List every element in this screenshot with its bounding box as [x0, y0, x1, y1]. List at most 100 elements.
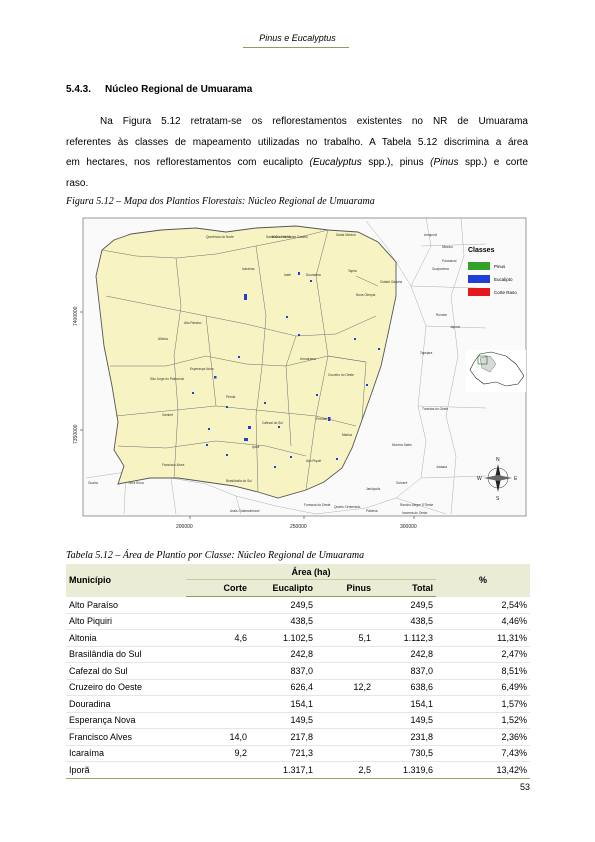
cell-eucalipto: 1.317,1 — [250, 761, 316, 779]
cell-total: 154,1 — [374, 695, 436, 713]
place-label: Mariluz — [342, 433, 353, 437]
place-label: Querência do Norte — [206, 235, 234, 239]
cell-percent: 4,46% — [436, 613, 530, 630]
cell-percent: 8,51% — [436, 662, 530, 680]
place-label: Icaraíma — [242, 267, 255, 271]
x-tick-label: 300000 — [400, 524, 417, 530]
cell-municipio: Alto Paraíso — [66, 596, 186, 614]
place-label: Cafezal do Sul — [262, 421, 283, 425]
place-label: Guaíra — [88, 481, 98, 485]
place-label: Francisco Alves — [162, 463, 185, 467]
cell-municipio: Alto Piquiri — [66, 613, 186, 630]
place-label: Japurá — [450, 325, 460, 329]
cell-pinus: 12,2 — [316, 679, 374, 696]
cell-pinus — [316, 695, 374, 713]
place-label: Maria Helena — [272, 235, 291, 239]
cell-eucalipto: 721,3 — [250, 745, 316, 762]
place-label: Amaporã — [424, 233, 437, 237]
header-municipio: Município — [66, 564, 186, 597]
paragraph-text: em hectares, nos reflorestamentos com eu… — [66, 157, 310, 168]
place-label: Cruzeiro do Oeste — [328, 373, 354, 377]
place-label: Rondon — [436, 313, 447, 317]
table-row: Alto Piquiri 438,5 438,5 4,46% — [66, 613, 530, 630]
paragraph-text: spp.) e corte — [458, 157, 528, 168]
cell-pinus: 5,1 — [316, 629, 374, 647]
legend-label: Eucalipto — [494, 277, 513, 282]
paragraph-line: raso. — [66, 177, 89, 189]
cell-municipio: Douradina — [66, 695, 186, 713]
cell-total: 638,6 — [374, 679, 436, 696]
place-label: Douradina — [306, 273, 321, 277]
legend-label: Pinus — [494, 264, 506, 269]
header-total: Total — [374, 579, 436, 597]
page-number: 53 — [519, 782, 530, 792]
compass-s: S — [496, 496, 500, 502]
north-arrow: N S E W — [477, 457, 518, 502]
header-percent: % — [436, 564, 530, 597]
cell-pinus — [316, 662, 374, 680]
place-label: Tuneiras do Oeste — [422, 407, 448, 411]
cell-corte — [186, 613, 250, 630]
cell-corte — [186, 761, 250, 779]
place-label: Altônia — [158, 337, 168, 341]
place-label: Guaporema — [432, 267, 449, 271]
cell-corte — [186, 679, 250, 696]
table-row: Cruzeiro do Oeste 626,4 12,2 638,6 6,49% — [66, 679, 530, 696]
municipal-boundaries — [101, 229, 379, 493]
cell-eucalipto: 149,5 — [250, 712, 316, 729]
cell-eucalipto: 154,1 — [250, 695, 316, 713]
header-rule — [243, 47, 349, 48]
cell-corte: 4,6 — [186, 629, 250, 647]
paragraph-line: referentes às classes de mapeamento util… — [66, 136, 528, 148]
cell-pinus — [316, 728, 374, 746]
place-label: Iporã — [252, 445, 259, 449]
cell-total: 149,5 — [374, 712, 436, 729]
cell-municipio: Iporã — [66, 761, 186, 779]
y-tick-label: 7400000 — [73, 306, 79, 326]
species-name: (Pinus — [430, 157, 459, 168]
cell-total: 1.319,6 — [374, 761, 436, 779]
cell-eucalipto: 438,5 — [250, 613, 316, 630]
axis-y-ticks: 7400000 7350000 — [73, 306, 83, 444]
cell-pinus — [316, 613, 374, 630]
place-label: Tapejara — [420, 351, 432, 355]
cell-corte — [186, 646, 250, 663]
cell-municipio: Esperança Nova — [66, 712, 186, 729]
place-label: Xambrê — [162, 413, 173, 417]
header-eucalipto: Eucalipto — [250, 579, 316, 597]
place-label: Tapira — [348, 269, 357, 273]
cell-pinus — [316, 596, 374, 614]
cell-total: 730,5 — [374, 745, 436, 762]
eucalipto-patches — [192, 272, 380, 468]
place-label: Perobal — [316, 417, 327, 421]
map-legend: Classes Pinus Eucalipto Corte Raso — [468, 247, 517, 296]
area-table: Município Área (ha) % Corte Eucalipto Pi… — [66, 564, 530, 779]
cell-corte — [186, 662, 250, 680]
place-label: Cidade Gaúcha — [380, 280, 402, 284]
map-place-labels: Guaíra Terra Roxa Altônia Iporã Francisc… — [88, 233, 460, 515]
cell-total: 231,8 — [374, 728, 436, 746]
place-label: Formosa do Oeste — [304, 503, 331, 507]
place-label: Pérola — [226, 395, 235, 399]
cell-corte — [186, 712, 250, 729]
cell-municipio: Cruzeiro do Oeste — [66, 679, 186, 696]
table-row: Douradina 154,1 154,1 1,57% — [66, 695, 530, 713]
cell-pinus: 2,5 — [316, 761, 374, 779]
cell-corte — [186, 695, 250, 713]
place-label: Santa Cruz de Monte Castelo — [266, 235, 308, 239]
plantation-map: Guaíra Terra Roxa Altônia Iporã Francisc… — [73, 217, 527, 530]
cell-municipio: Icaraíma — [66, 745, 186, 762]
cell-corte: 9,2 — [186, 745, 250, 762]
cell-total: 1.112,3 — [374, 629, 436, 647]
cell-eucalipto: 249,5 — [250, 596, 316, 614]
legend-label: Corte Raso — [494, 290, 517, 295]
cell-percent: 1,57% — [436, 695, 530, 713]
place-label: Rancho Alegre D'Oeste — [400, 503, 433, 507]
place-label: Alto Piquiri — [306, 459, 322, 463]
cell-pinus — [316, 745, 374, 762]
cell-municipio: Altonia — [66, 629, 186, 647]
cell-pinus — [316, 646, 374, 663]
compass-e: E — [514, 476, 518, 482]
place-label: São Jorge do Patrocínio — [150, 377, 184, 381]
cell-municipio: Francisco Alves — [66, 728, 186, 746]
